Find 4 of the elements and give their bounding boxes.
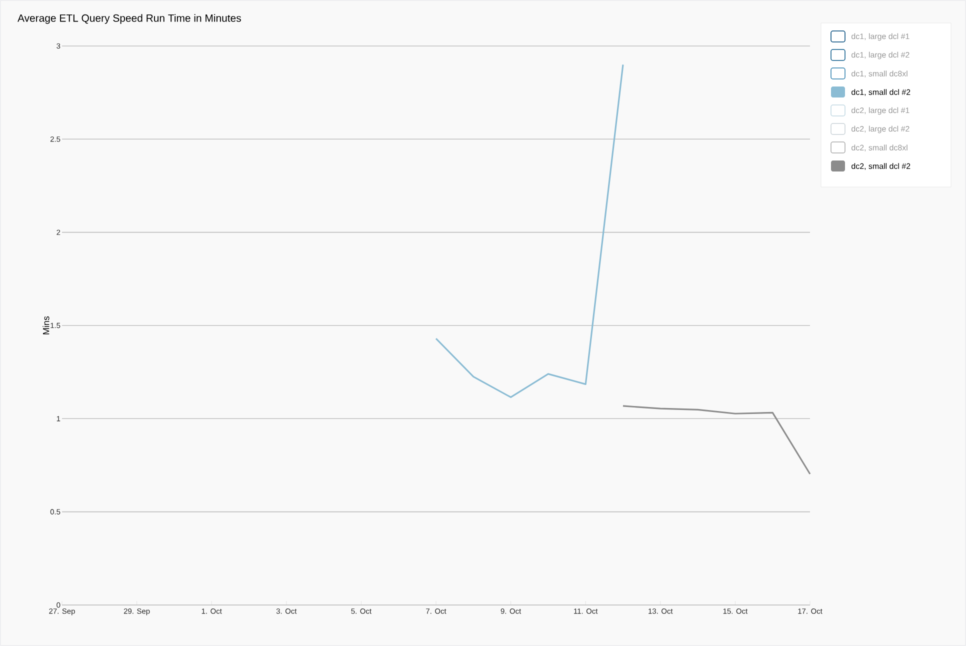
line-series	[622, 405, 811, 475]
chart-title: Average ETL Query Speed Run Time in Minutes	[18, 14, 241, 24]
y-axis-title: Mins	[42, 316, 50, 334]
line-series	[435, 64, 624, 398]
